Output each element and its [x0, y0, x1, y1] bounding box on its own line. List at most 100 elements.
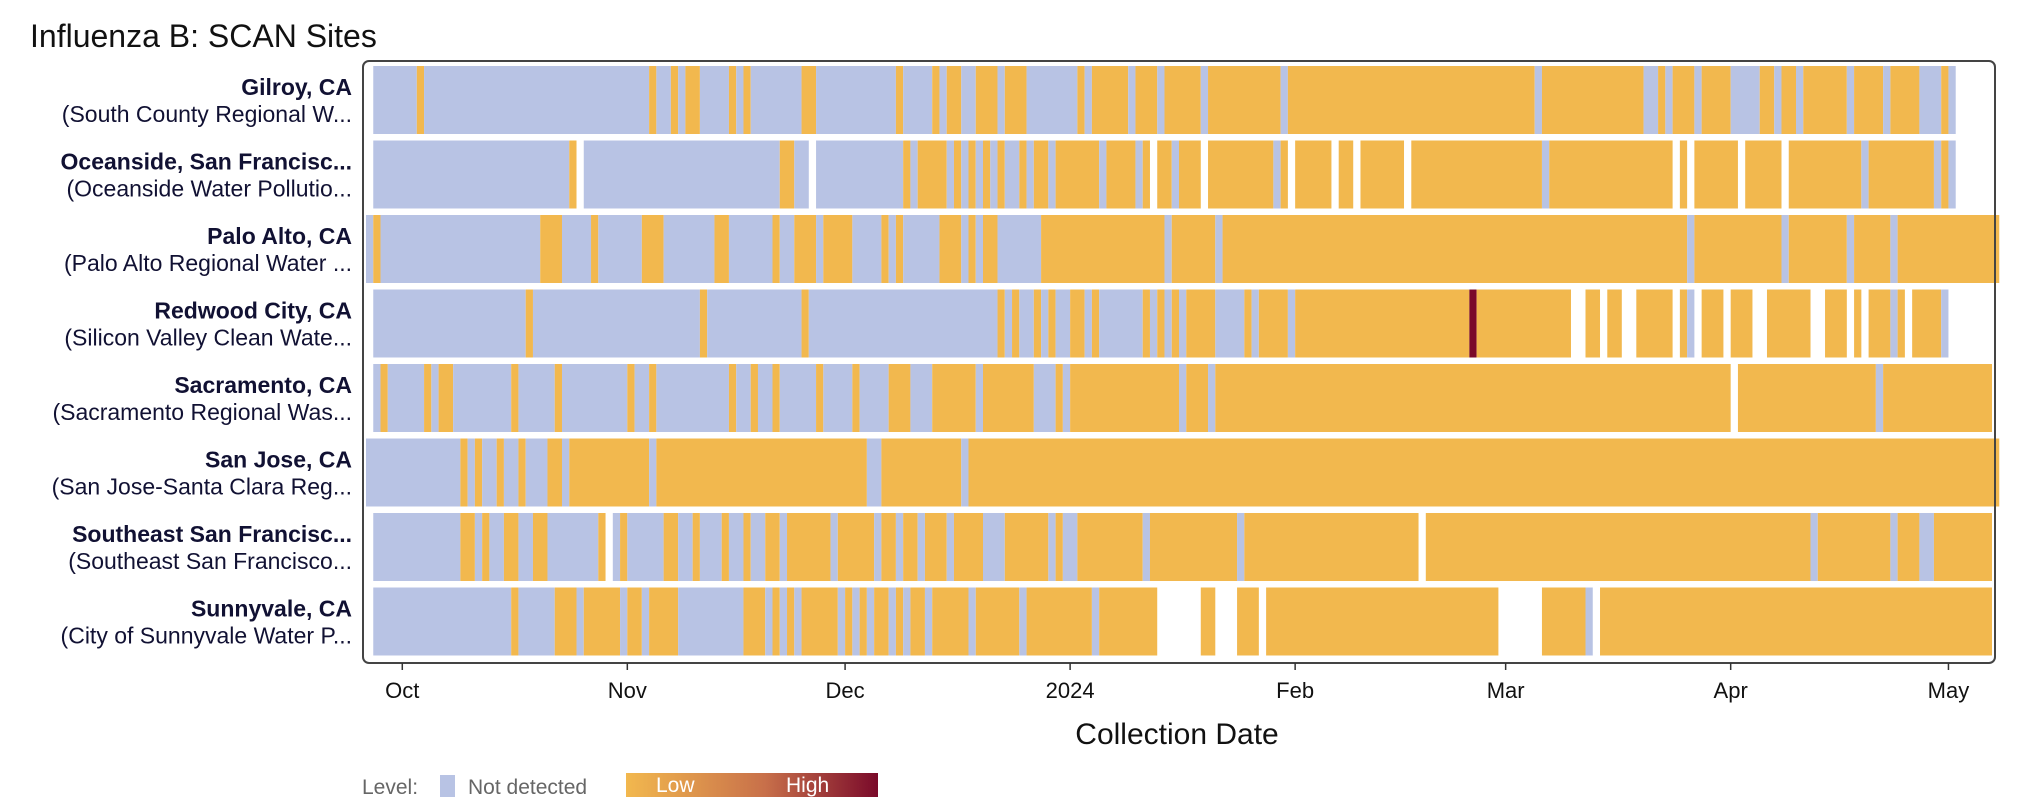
heatmap-cell — [888, 364, 911, 432]
heatmap-cell — [699, 513, 722, 581]
heatmap-cell — [1476, 289, 1571, 358]
site-name-label: San Jose, CA — [205, 447, 352, 473]
heatmap-cell — [1897, 215, 2000, 283]
heatmap-cell — [1048, 289, 1056, 358]
heatmap-cell — [1164, 215, 1172, 283]
heatmap-cell — [380, 364, 388, 432]
heatmap-cell — [787, 513, 831, 581]
heatmap-cell — [1541, 66, 1644, 134]
legend-not-detected-swatch — [440, 775, 455, 797]
heatmap-cell — [816, 364, 824, 432]
heatmap-row — [373, 140, 1956, 209]
heatmap-cell — [1215, 215, 1223, 283]
heatmap-cell — [1019, 140, 1027, 209]
site-name-label: Palo Alto, CA — [207, 223, 352, 249]
heatmap-cell — [1237, 587, 1259, 656]
heatmap-cell — [997, 66, 1005, 134]
heatmap-cell — [1941, 289, 1949, 358]
heatmap-cell — [561, 215, 592, 283]
heatmap-cell — [1607, 289, 1622, 358]
heatmap-cell — [983, 513, 1005, 581]
heatmap-cell — [779, 140, 795, 209]
heatmap-cell — [1055, 140, 1100, 209]
heatmap-cell — [866, 587, 875, 656]
heatmap-cell — [1142, 140, 1150, 209]
heatmap-cell — [620, 513, 628, 581]
heatmap-cell — [1280, 140, 1288, 209]
heatmap-cell — [474, 513, 483, 581]
heatmap-cell — [975, 215, 984, 283]
heatmap-cell — [968, 215, 976, 283]
heatmap-cell — [736, 364, 751, 432]
heatmap-cell — [366, 215, 374, 283]
heatmap-cell — [1237, 513, 1245, 581]
heatmap-cell — [1469, 289, 1477, 358]
heatmap-cell — [866, 438, 882, 507]
heatmap-cell — [801, 66, 817, 134]
heatmap-cell — [1687, 215, 1695, 283]
heatmap-cell — [532, 289, 700, 358]
heatmap-cell — [1679, 289, 1688, 358]
heatmap-cell — [975, 140, 984, 209]
x-tick-label: Feb — [1276, 678, 1314, 703]
heatmap-cell — [1846, 215, 1855, 283]
heatmap-cell — [1200, 587, 1216, 656]
heatmap-cell — [518, 513, 533, 581]
site-facility-label: (City of Sunnyvale Water P... — [61, 623, 352, 649]
heatmap-cell — [489, 513, 504, 581]
heatmap-cell — [1766, 289, 1811, 358]
heatmap-cell — [859, 364, 889, 432]
heatmap-cell — [649, 66, 657, 134]
heatmap-cell — [975, 66, 998, 134]
heatmap-cell — [881, 215, 889, 283]
x-tick-label: Apr — [1714, 678, 1748, 703]
heatmap-cell — [1142, 513, 1150, 581]
heatmap-cell — [467, 438, 475, 507]
heatmap-cell — [830, 513, 838, 581]
heatmap-cell — [591, 215, 599, 283]
heatmap-cell — [1694, 140, 1738, 209]
heatmap-cell — [1883, 364, 1992, 432]
heatmap-cell — [1157, 66, 1165, 134]
heatmap-cell — [1933, 140, 1942, 209]
heatmap-cell — [1149, 289, 1158, 358]
heatmap-cell — [1179, 289, 1187, 358]
heatmap-cell — [714, 215, 729, 283]
heatmap-cell — [874, 587, 889, 656]
heatmap-cell — [525, 289, 533, 358]
x-tick-label: Mar — [1487, 678, 1525, 703]
site-name-label: Redwood City, CA — [154, 298, 352, 324]
heatmap-cell — [1861, 140, 1869, 209]
heatmap-cell — [532, 513, 548, 581]
heatmap-cell — [373, 66, 417, 134]
heatmap-cell — [1041, 215, 1165, 283]
heatmap-cell — [1048, 513, 1056, 581]
heatmap-cell — [1890, 513, 1898, 581]
heatmap-cell — [1149, 513, 1238, 581]
heatmap-cell — [1730, 289, 1753, 358]
heatmap-cell — [431, 364, 439, 432]
heatmap-cell — [1004, 289, 1013, 358]
heatmap-cell — [924, 587, 933, 656]
heatmap-cell — [1549, 140, 1673, 209]
heatmap-cell — [765, 513, 780, 581]
heatmap-cell — [1142, 289, 1150, 358]
heatmap-cell — [765, 587, 773, 656]
heatmap-cell — [656, 438, 867, 507]
heatmap-cell — [620, 587, 628, 656]
heatmap-cell — [1948, 66, 1956, 134]
heatmap-cell — [1186, 289, 1216, 358]
site-name-label: Southeast San Francisc... — [72, 521, 352, 547]
heatmap-cell — [743, 587, 766, 656]
heatmap-cell — [1810, 513, 1818, 581]
heatmap-row — [373, 587, 1992, 656]
heatmap-cell — [1004, 140, 1020, 209]
heatmap-cell — [1672, 66, 1695, 134]
heatmap-cell — [1803, 66, 1847, 134]
heatmap-cell — [953, 513, 984, 581]
site-facility-label: (Palo Alto Regional Water ... — [64, 250, 352, 276]
heatmap-cell — [1258, 289, 1288, 358]
heatmap-cell — [576, 587, 584, 656]
heatmap-cell — [1200, 66, 1209, 134]
